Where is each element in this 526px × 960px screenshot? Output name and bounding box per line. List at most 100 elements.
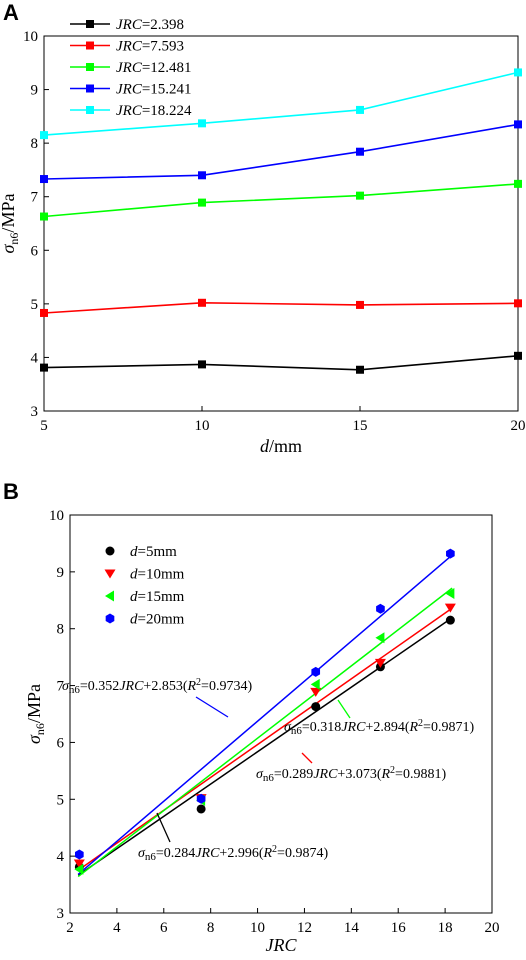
b-x-tick-label: 14	[344, 920, 360, 936]
b-y-axis-label: σn6/MPa	[24, 684, 47, 744]
b-annotation-leader	[337, 699, 351, 719]
b-legend-label: d=10mm	[130, 567, 185, 583]
a-series-line	[43, 71, 519, 136]
b-fit-line	[77, 554, 453, 875]
a-legend-marker	[86, 41, 94, 50]
b-x-tick-label: 18	[438, 920, 453, 936]
b-y-tick-label: 10	[49, 508, 64, 524]
a-y-tick-label: 7	[31, 190, 39, 206]
b-data-point	[375, 632, 385, 644]
b-data-point	[310, 687, 322, 697]
a-legend-marker	[86, 63, 94, 71]
a-data-point	[198, 171, 206, 180]
b-y-tick-label: 6	[57, 735, 65, 751]
b-data-point	[196, 793, 206, 804]
a-x-tick-label: 20	[511, 418, 526, 434]
a-y-tick-label: 10	[23, 29, 38, 45]
b-data-point	[446, 548, 455, 559]
b-data-point	[445, 615, 455, 625]
a-data-point	[40, 131, 48, 140]
a-data-point	[198, 298, 206, 307]
a-data-point	[356, 105, 364, 114]
b-annotation-leader	[156, 812, 171, 843]
a-y-tick-label: 5	[31, 297, 39, 313]
a-legend-marker	[86, 20, 94, 28]
b-fit-equation: σn6=0.289JRC+3.073(R2=0.9881)	[256, 765, 446, 784]
b-data-point	[196, 804, 206, 814]
b-y-tick-label: 7	[57, 679, 65, 695]
b-data-point	[444, 603, 456, 613]
b-x-axis-label: JRC	[266, 935, 298, 955]
a-x-tick-label: 10	[195, 418, 210, 434]
a-data-point	[514, 351, 522, 360]
a-data-point	[514, 68, 522, 77]
b-x-tick-label: 12	[297, 920, 312, 936]
a-y-tick-label: 9	[31, 83, 39, 99]
b-legend-label: d=20mm	[130, 612, 185, 628]
b-fit-line	[77, 587, 453, 878]
b-y-tick-label: 9	[57, 565, 65, 581]
a-y-axis-label: σn6/MPa	[0, 194, 21, 254]
a-data-point	[198, 198, 206, 207]
a-data-point	[40, 175, 48, 184]
a-legend-marker	[86, 84, 94, 93]
a-legend-marker	[86, 106, 94, 114]
b-annotation-leader	[195, 696, 229, 718]
b-legend-label: d=5mm	[130, 544, 177, 560]
a-data-point	[356, 147, 364, 156]
b-x-tick-label: 4	[113, 920, 121, 936]
a-data-point	[198, 360, 206, 369]
b-data-point	[311, 666, 321, 677]
a-series-line	[43, 301, 519, 314]
chart-a: 3 4 5 6 7 8 9 10 5 10 15 20 σn6/MPa d/mm JRC=2.398 JRC=…	[0, 17, 526, 456]
a-legend-label: JRC=15.241	[116, 82, 192, 98]
b-y-tick-label: 5	[57, 792, 65, 808]
b-fit-equation: σn6=0.352JRC+2.853(R2=0.9734)	[62, 677, 252, 696]
a-data-point	[40, 308, 48, 317]
a-series-line	[43, 123, 519, 180]
b-x-tick-label: 20	[485, 920, 500, 936]
a-x-axis-label: d/mm	[260, 436, 302, 456]
b-data-point	[75, 849, 84, 860]
b-fit-equation: σn6=0.284JRC+2.996(R2=0.9874)	[138, 844, 328, 863]
b-legend-marker	[105, 590, 114, 602]
b-legend-marker	[104, 569, 116, 579]
b-y-tick-label: 8	[57, 622, 65, 638]
b-data-point	[376, 603, 385, 614]
b-annotation-leader	[301, 752, 313, 764]
a-legend-label: JRC=12.481	[116, 60, 192, 76]
b-data-point	[310, 678, 320, 690]
b-fit-line	[77, 617, 453, 876]
a-y-tick-label: 8	[31, 136, 39, 152]
a-data-point	[356, 191, 364, 200]
a-data-point	[198, 119, 206, 128]
a-data-point	[40, 363, 48, 372]
a-series-line	[43, 355, 519, 371]
b-legend-label: d=15mm	[130, 589, 185, 605]
b-legend-marker	[105, 613, 115, 624]
a-data-point	[514, 179, 522, 188]
panel-label-b: B	[3, 479, 19, 504]
b-legend-marker	[105, 546, 115, 556]
b-x-tick-label: 6	[160, 920, 168, 936]
b-data-point	[311, 702, 321, 712]
a-y-tick-label: 3	[31, 404, 39, 420]
b-x-tick-label: 8	[207, 920, 215, 936]
b-data-point	[73, 859, 85, 869]
a-x-tick-label: 5	[40, 418, 48, 434]
b-x-tick-label: 16	[391, 920, 407, 936]
a-data-point	[40, 212, 48, 221]
b-y-tick-label: 3	[57, 906, 65, 922]
b-fit-line	[77, 607, 453, 871]
b-x-tick-label: 10	[250, 920, 265, 936]
a-legend-label: JRC=18.224	[116, 103, 192, 119]
a-data-point	[514, 299, 522, 308]
a-legend-label: JRC=7.593	[116, 39, 184, 55]
a-x-tick-label: 15	[353, 418, 368, 434]
b-y-tick-label: 4	[57, 849, 65, 865]
a-y-tick-label: 4	[31, 350, 39, 366]
chart-b: 3 4 5 6 7 8 9 10 2 4 6 8 10 12 14 16 18 20 σn6/MPa JRC d=5mm…	[24, 508, 500, 955]
a-data-point	[356, 300, 364, 309]
panel-label-a: A	[3, 0, 19, 25]
